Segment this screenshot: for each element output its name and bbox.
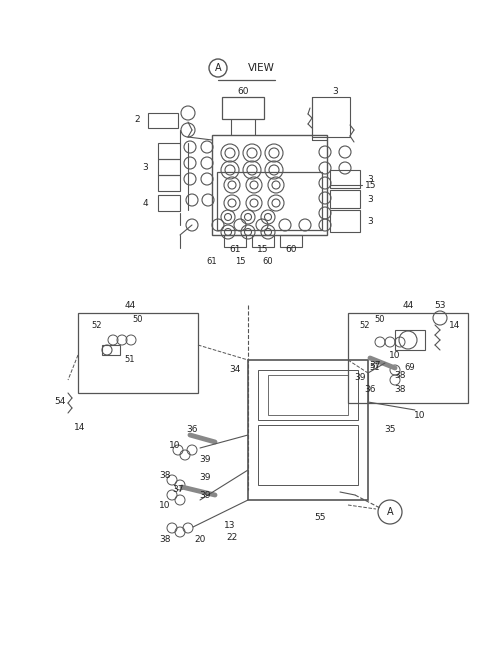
Text: 3: 3 xyxy=(332,86,338,96)
Bar xyxy=(330,210,360,232)
Bar xyxy=(158,143,180,159)
Text: 20: 20 xyxy=(194,536,206,544)
Text: 3: 3 xyxy=(367,174,373,183)
Text: 15: 15 xyxy=(365,181,376,189)
Bar xyxy=(158,195,180,211)
Text: VIEW: VIEW xyxy=(248,63,275,73)
Text: A: A xyxy=(387,507,393,517)
Text: 55: 55 xyxy=(314,514,326,523)
Text: 61: 61 xyxy=(207,257,217,265)
Text: 51: 51 xyxy=(125,356,135,364)
Bar xyxy=(78,313,198,393)
Text: 35: 35 xyxy=(384,426,396,434)
Text: 4: 4 xyxy=(143,198,148,208)
Text: 22: 22 xyxy=(227,534,238,542)
Bar xyxy=(102,345,120,355)
Bar xyxy=(248,360,368,500)
Text: 69: 69 xyxy=(405,364,415,373)
Bar xyxy=(395,330,425,350)
Bar xyxy=(224,235,246,247)
Text: 61: 61 xyxy=(229,246,241,255)
Bar xyxy=(330,170,360,188)
Text: 52: 52 xyxy=(360,320,370,329)
Bar xyxy=(258,370,358,420)
Text: 10: 10 xyxy=(159,500,171,510)
Text: 52: 52 xyxy=(92,320,102,329)
Text: 60: 60 xyxy=(285,246,297,255)
Text: 54: 54 xyxy=(54,398,66,407)
Text: 34: 34 xyxy=(229,365,240,375)
Text: 10: 10 xyxy=(169,441,181,449)
Text: 50: 50 xyxy=(133,316,143,324)
Text: 14: 14 xyxy=(449,320,461,329)
Bar xyxy=(268,375,348,415)
Text: 39: 39 xyxy=(354,373,366,383)
Text: 60: 60 xyxy=(263,257,273,265)
Text: 3: 3 xyxy=(367,195,373,204)
Text: 44: 44 xyxy=(402,301,414,310)
Text: 3: 3 xyxy=(367,217,373,225)
Text: 15: 15 xyxy=(235,257,245,265)
Bar xyxy=(252,235,274,247)
Text: 39: 39 xyxy=(199,491,211,500)
Bar xyxy=(148,113,178,128)
Text: 14: 14 xyxy=(74,424,86,432)
Bar xyxy=(348,313,468,403)
Text: 37: 37 xyxy=(369,360,381,369)
Text: 53: 53 xyxy=(434,301,446,310)
Text: 38: 38 xyxy=(394,371,406,379)
Text: 44: 44 xyxy=(124,301,136,310)
Text: 36: 36 xyxy=(186,426,198,434)
Text: A: A xyxy=(215,63,221,73)
Bar xyxy=(158,175,180,191)
Text: 37: 37 xyxy=(172,485,184,495)
Bar xyxy=(222,97,264,119)
Bar xyxy=(330,190,360,208)
Bar xyxy=(217,172,322,230)
Text: 15: 15 xyxy=(257,246,269,255)
Text: 10: 10 xyxy=(389,350,401,360)
Bar xyxy=(280,235,302,247)
Text: 60: 60 xyxy=(237,86,249,96)
Text: 39: 39 xyxy=(199,474,211,483)
Text: 39: 39 xyxy=(199,455,211,464)
Text: 3: 3 xyxy=(142,164,148,172)
Bar xyxy=(212,135,327,235)
Text: 38: 38 xyxy=(159,470,171,479)
Text: 38: 38 xyxy=(159,536,171,544)
Bar xyxy=(258,425,358,485)
Bar xyxy=(312,97,350,137)
Text: 50: 50 xyxy=(375,316,385,324)
Text: 36: 36 xyxy=(364,386,376,394)
Text: 2: 2 xyxy=(134,115,140,124)
Bar xyxy=(158,159,180,175)
Text: 10: 10 xyxy=(414,411,426,419)
Text: 38: 38 xyxy=(394,386,406,394)
Text: 13: 13 xyxy=(224,521,236,529)
Text: 51: 51 xyxy=(370,364,380,373)
